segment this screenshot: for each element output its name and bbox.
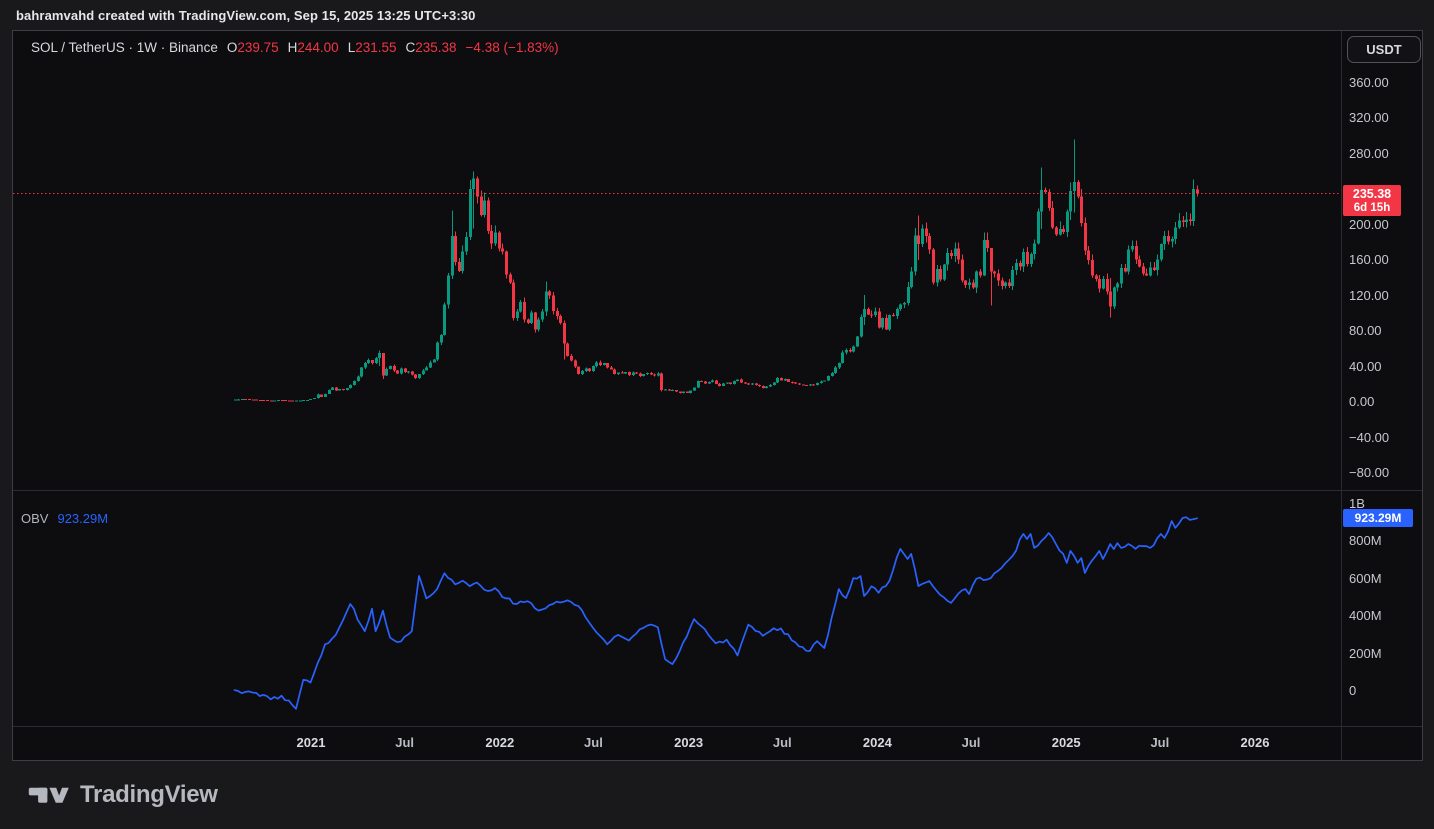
tradingview-logo-text: TradingView xyxy=(80,781,218,808)
price-tick-label: 120.00 xyxy=(1349,287,1389,303)
attribution-bar: bahramvahd created with TradingView.com,… xyxy=(0,0,1434,30)
time-tick-label: 2025 xyxy=(1051,735,1081,750)
time-tick-label: Jul xyxy=(961,735,981,750)
ohlc-high-value: 244.00 xyxy=(297,40,339,55)
obv-name: OBV xyxy=(21,511,49,526)
ohlc-high-label: H xyxy=(287,40,298,55)
obv-tick-label: 600M xyxy=(1349,570,1382,586)
ohlc-low-label: L xyxy=(347,40,356,55)
time-tick-label: 2023 xyxy=(674,735,704,750)
obv-tick-label: 1B xyxy=(1349,496,1365,511)
symbol-legend[interactable]: SOL / TetherUS · 1W · Binance O239.75 H244… xyxy=(31,40,559,55)
symbol-title: SOL / TetherUS · 1W · Binance xyxy=(31,40,218,55)
tradingview-logo[interactable]: TradingView xyxy=(28,781,218,809)
time-tick-label: Jul xyxy=(772,735,792,750)
chart-plot[interactable] xyxy=(13,31,1422,760)
obv-tick-label: 200M xyxy=(1349,645,1382,661)
time-tick-label: 2021 xyxy=(296,735,326,750)
ohlc-change: −4.38 (−1.83%) xyxy=(465,40,559,55)
time-tick-label: 2026 xyxy=(1240,735,1270,750)
price-tick-label: 80.00 xyxy=(1349,323,1382,339)
candlestick-series xyxy=(234,139,1199,402)
obv-value: 923.29M xyxy=(57,511,109,526)
price-scale[interactable]: 360.00 320.00 280.00 200.00 160.00 120.00 80.0… xyxy=(1342,31,1422,727)
bar-countdown: 6d 15h xyxy=(1353,202,1391,215)
attribution-text: bahramvahd created with TradingView.com,… xyxy=(16,7,476,23)
obv-line xyxy=(233,516,1198,710)
time-tick-label: Jul xyxy=(1150,735,1170,750)
ohlc-close-value: 235.38 xyxy=(415,40,457,55)
obv-tick-label: 400M xyxy=(1349,608,1382,624)
price-tick-label: 360.00 xyxy=(1349,74,1389,90)
current-price-value: 235.38 xyxy=(1352,187,1392,202)
tradingview-logo-icon xyxy=(28,787,69,803)
price-tick-label: 280.00 xyxy=(1349,145,1389,161)
currency-toggle-button[interactable]: USDT xyxy=(1347,36,1421,63)
time-tick-label: Jul xyxy=(395,735,415,750)
price-tick-label: −80.00 xyxy=(1349,465,1390,481)
chart-panel: SOL / TetherUS · 1W · Binance O239.75 H244… xyxy=(12,30,1423,761)
price-tick-label: 320.00 xyxy=(1349,110,1389,126)
time-tick-label: Jul xyxy=(584,735,603,750)
price-tick-label: 200.00 xyxy=(1349,216,1389,232)
obv-tick-label: 800M xyxy=(1349,533,1382,549)
obv-legend[interactable]: OBV 923.29M xyxy=(21,511,108,526)
ohlc-low-value: 231.55 xyxy=(355,40,397,55)
price-tick-label: 40.00 xyxy=(1349,358,1382,374)
price-tick-label: 160.00 xyxy=(1349,252,1389,268)
price-tick-label: 0.00 xyxy=(1349,394,1375,410)
time-tick-label: 2024 xyxy=(862,735,892,750)
ohlc-close-label: C xyxy=(405,40,416,55)
time-axis[interactable]: 2021 Jul 2022 Jul 2023 Jul 2024 Jul 2025 Jul 2026 xyxy=(13,727,1342,760)
time-tick-label: 2022 xyxy=(485,735,515,750)
price-tick-label: −40.00 xyxy=(1349,429,1390,445)
currency-toggle-label: USDT xyxy=(1366,42,1402,57)
current-price-label: 235.38 6d 15h xyxy=(1343,185,1401,217)
ohlc-open-label: O xyxy=(226,40,238,55)
obv-value-label: 923.29M xyxy=(1343,509,1413,528)
obv-tick-label: 0 xyxy=(1349,683,1357,698)
bottom-bar: TradingView xyxy=(0,761,1434,829)
ohlc-open-value: 239.75 xyxy=(237,40,279,55)
